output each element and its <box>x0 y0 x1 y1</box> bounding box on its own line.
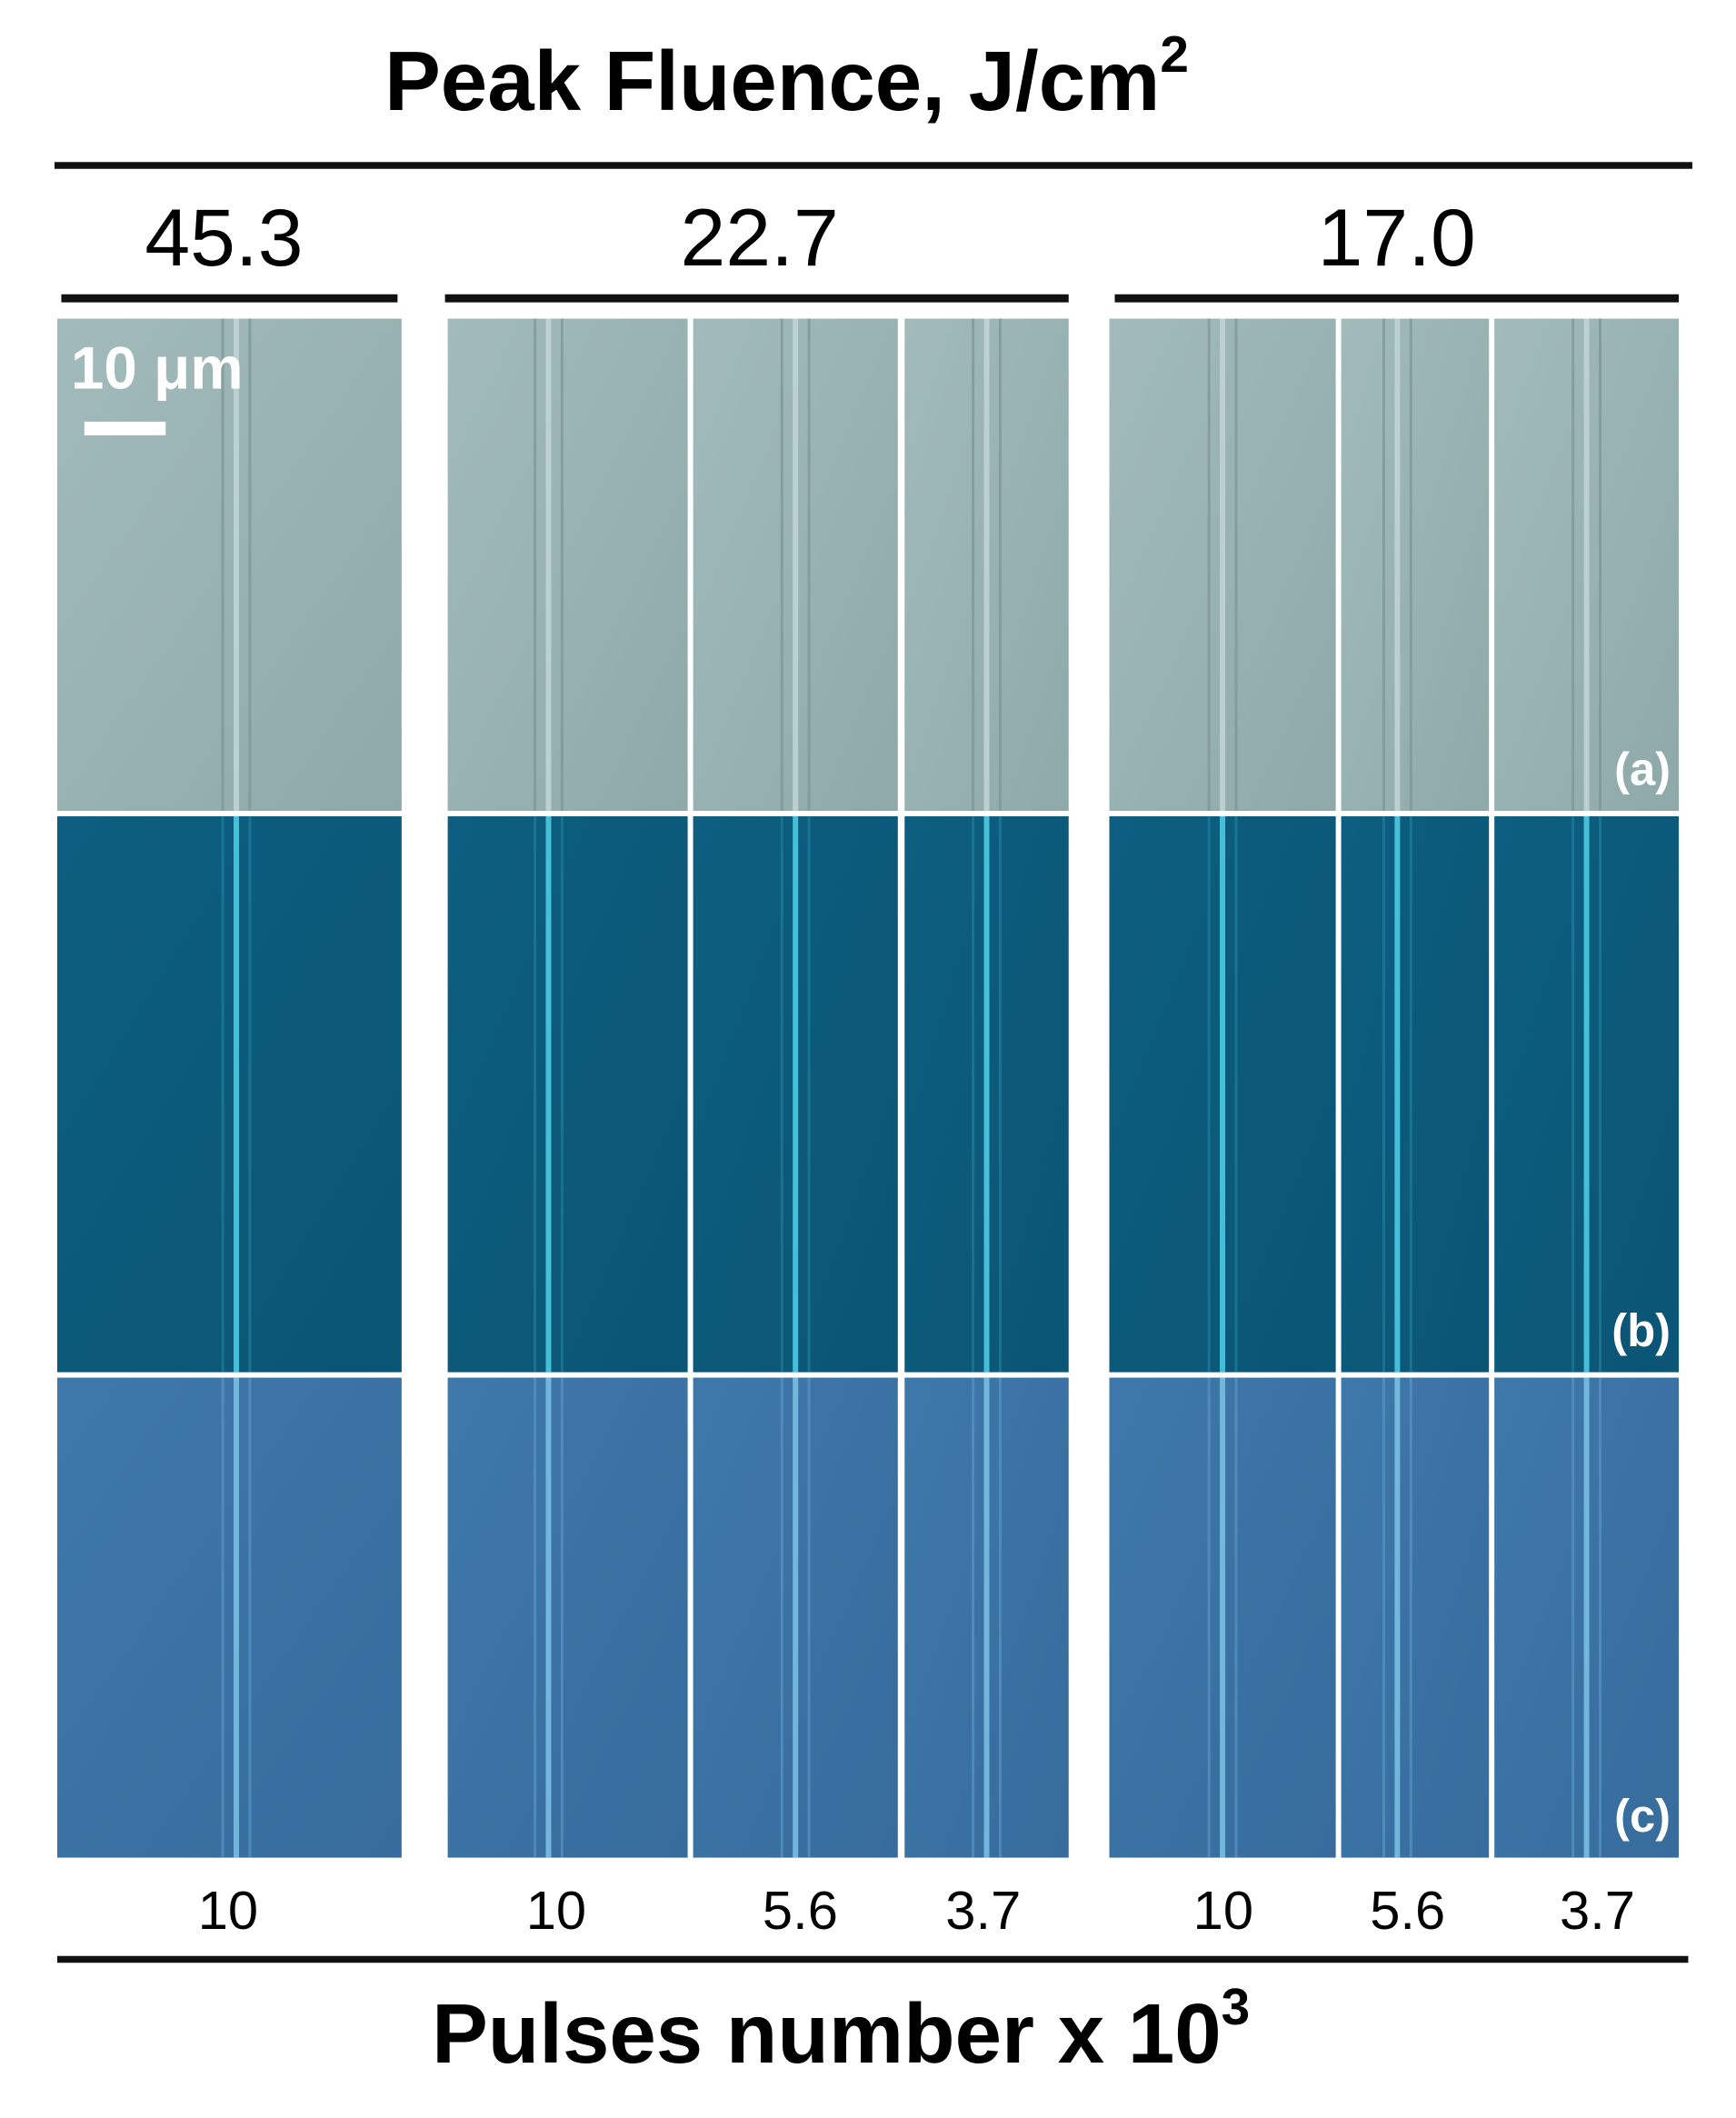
micrograph <box>1341 815 1490 1373</box>
row-label: (c) <box>1614 1790 1671 1842</box>
pulses-label: 10 <box>526 1880 586 1941</box>
labels: 45.3 10 22.7 10 5.6 3.7 17.0 10 5.6 3.7 (a) (b) (c) 1… <box>61 192 1680 1941</box>
fluence-label: 22.7 <box>681 192 839 283</box>
micrograph <box>447 815 688 1373</box>
title-superscript: 2 <box>1160 26 1189 84</box>
pulses-label: 5.6 <box>1370 1880 1445 1941</box>
pulses-label: 5.6 <box>763 1880 838 1941</box>
micrograph <box>56 815 402 1373</box>
fluence-label: 45.3 <box>145 192 303 283</box>
scale-bar-label: 10 μm <box>71 335 244 402</box>
micrograph <box>56 318 402 812</box>
pulses-label: 3.7 <box>1560 1880 1635 1941</box>
panels <box>56 318 1680 1858</box>
figure-title: Peak Fluence, J/cm2 <box>384 26 1189 128</box>
title-text: Peak Fluence, J/cm <box>384 34 1160 128</box>
micrograph <box>447 318 688 812</box>
scale-bar <box>84 421 166 435</box>
pulses-label: 3.7 <box>945 1880 1021 1941</box>
pulses-label: 10 <box>1193 1880 1253 1941</box>
footer-text: Pulses number x 10 <box>432 1986 1222 2081</box>
micrograph <box>56 1377 402 1858</box>
row-label: (b) <box>1611 1304 1671 1356</box>
fluence-label: 17.0 <box>1318 192 1476 283</box>
micrograph <box>1341 318 1490 812</box>
footer-superscript: 3 <box>1222 1979 1251 2036</box>
micrograph <box>447 1377 688 1858</box>
footer-label: Pulses number x 103 <box>432 1979 1250 2081</box>
row-label: (a) <box>1614 744 1671 795</box>
pulses-label: 10 <box>198 1880 258 1941</box>
micrograph <box>1341 1377 1490 1858</box>
